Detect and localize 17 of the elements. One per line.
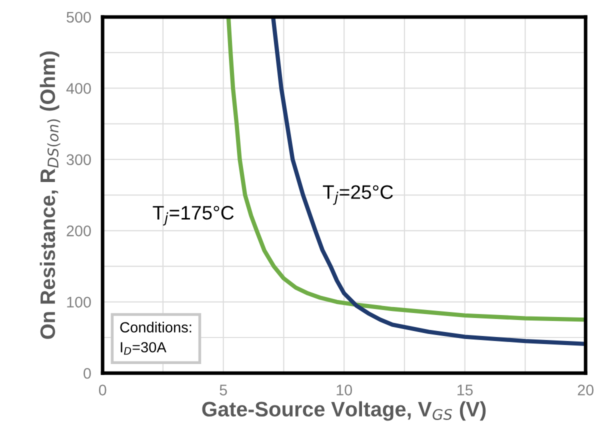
x-tick-label: 10 xyxy=(336,384,352,396)
x-tick-label: 5 xyxy=(220,384,227,396)
annotation: Conditions: I$_{D}$=30A xyxy=(120,322,192,355)
series-label: T$_{j}$=25°C xyxy=(322,185,393,205)
y-tick-label: 500 xyxy=(66,12,91,23)
y-tick-label: 200 xyxy=(66,226,91,236)
y-tick-label: 400 xyxy=(66,83,91,94)
x-tick-label: 15 xyxy=(458,384,473,396)
y-tick-label: 100 xyxy=(67,296,91,308)
y-tick-label: 0 xyxy=(84,368,91,379)
series-label: T$_{j}$=175°C xyxy=(152,206,234,226)
x-tick-label: 0 xyxy=(98,384,106,396)
x-tick-label: 20 xyxy=(578,384,594,396)
line-series xyxy=(271,16,586,346)
x-axis-title: Gate-Source Voltage, V$_{GS}$ (V) xyxy=(202,401,486,421)
y-tick-label: 300 xyxy=(66,154,91,166)
y-axis-title: On Resistance, R$_{DS(on)}$ (Ohm) xyxy=(40,51,60,339)
